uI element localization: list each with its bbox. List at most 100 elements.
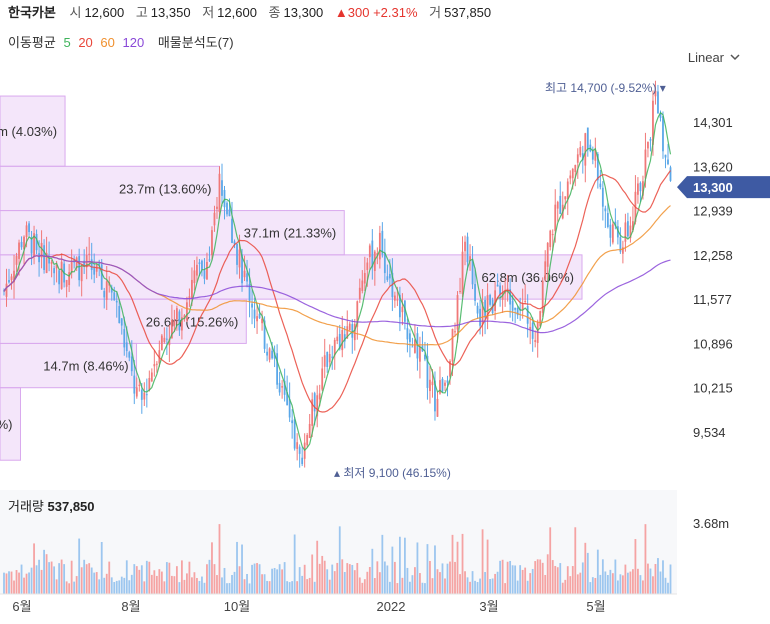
volume-bar (311, 554, 314, 594)
candle-body (180, 317, 183, 331)
volume-bar (366, 571, 369, 594)
volume-bar (140, 565, 143, 594)
candle-body (554, 204, 557, 231)
volume-bar (632, 569, 634, 594)
volume-bar (203, 582, 206, 594)
volume-bar (371, 548, 374, 594)
volume-bar (90, 567, 93, 594)
volume-bar (35, 565, 38, 594)
candle-body (175, 308, 178, 320)
candle-body (526, 306, 529, 324)
candle-body (474, 284, 476, 301)
volume-bar (95, 572, 98, 594)
high-label: 고 (135, 5, 148, 20)
volume-bar (301, 575, 304, 594)
candle-body (40, 242, 43, 258)
volume-bar (499, 560, 502, 594)
volume-bar (58, 563, 61, 594)
candle-body (353, 323, 356, 341)
ma-period-120: 120 (122, 35, 145, 50)
volume-bar (431, 578, 434, 594)
volume-bar (398, 536, 401, 594)
volume-bar (60, 559, 63, 594)
volume-bar (534, 561, 537, 594)
volume-bar (266, 580, 268, 594)
volume-bar (606, 575, 609, 594)
volume-bar (336, 562, 339, 594)
candle-body (376, 252, 379, 256)
candle-body (43, 245, 45, 271)
candle-body (191, 279, 193, 299)
volume-profile-toggle[interactable]: 매물분석도(7) (157, 35, 234, 50)
candle-body (20, 241, 23, 248)
candle-body (165, 338, 168, 340)
volume-bar (353, 570, 356, 594)
volume-bar (50, 561, 53, 594)
volume-bar (246, 573, 248, 594)
candle-body (599, 183, 602, 188)
candle-body (236, 243, 238, 265)
volume-bar (173, 576, 176, 594)
candle-body (288, 399, 291, 418)
volume-bar (78, 538, 81, 594)
stock-name: 한국카본 (8, 5, 56, 20)
volume-bar (216, 575, 218, 594)
volume-tick-label: 3.68m (693, 516, 729, 531)
volume-bar (278, 564, 281, 594)
volume-bar (486, 539, 489, 594)
scale-dropdown[interactable]: Linear (688, 50, 740, 65)
volume-bar (614, 559, 617, 594)
candle-body (145, 394, 148, 396)
volume-bar (318, 563, 321, 594)
candle-body (256, 316, 258, 322)
x-tick-label: 8월 (121, 599, 140, 614)
volume-bar (659, 571, 662, 594)
volume-bar (138, 569, 141, 594)
candle-body (584, 133, 587, 166)
x-tick-label: 6월 (12, 599, 31, 614)
close-label: 종 (268, 5, 281, 20)
volume-bar (514, 565, 517, 594)
candle-body (639, 182, 642, 192)
candle-body (541, 280, 544, 313)
candle-body (624, 222, 627, 242)
volume-bar (243, 579, 246, 594)
volume-bar (356, 562, 359, 594)
volume-bar (133, 564, 136, 594)
volume-bar (226, 583, 228, 594)
volume-bar (150, 574, 153, 594)
current-price-label: 13,300 (693, 180, 733, 195)
candle-body (311, 399, 314, 426)
volume-bar (258, 564, 261, 594)
candle-body (291, 420, 294, 424)
volume-bar (426, 544, 429, 594)
volume-bar (191, 577, 193, 594)
candle-body (601, 187, 604, 207)
ma-legend-label[interactable]: 이동평균 (8, 35, 56, 50)
volume-bar (273, 568, 276, 594)
candle-body (105, 281, 108, 300)
volume-bar (439, 572, 441, 594)
volume-bar (323, 560, 326, 594)
volume-bar (601, 559, 604, 594)
candle-body (298, 446, 301, 454)
volume-bar (639, 575, 642, 594)
candle-body (429, 379, 431, 392)
candle-body (419, 346, 421, 362)
volume-bar (481, 529, 484, 594)
candle-body (652, 100, 654, 145)
volume-bar (461, 533, 464, 594)
volume-bar (223, 567, 226, 594)
volume-profile-label: 26.6m (15.26%) (146, 314, 239, 329)
candle-body (140, 389, 143, 400)
candle-body (401, 306, 404, 313)
volume-bar (120, 576, 123, 594)
candle-body (356, 301, 359, 327)
candle-body (539, 311, 542, 327)
ma-line-20 (3, 170, 671, 413)
candle-body (88, 253, 91, 255)
candle-body (338, 333, 341, 349)
volume-bar (363, 579, 366, 594)
candle-body (511, 300, 514, 311)
